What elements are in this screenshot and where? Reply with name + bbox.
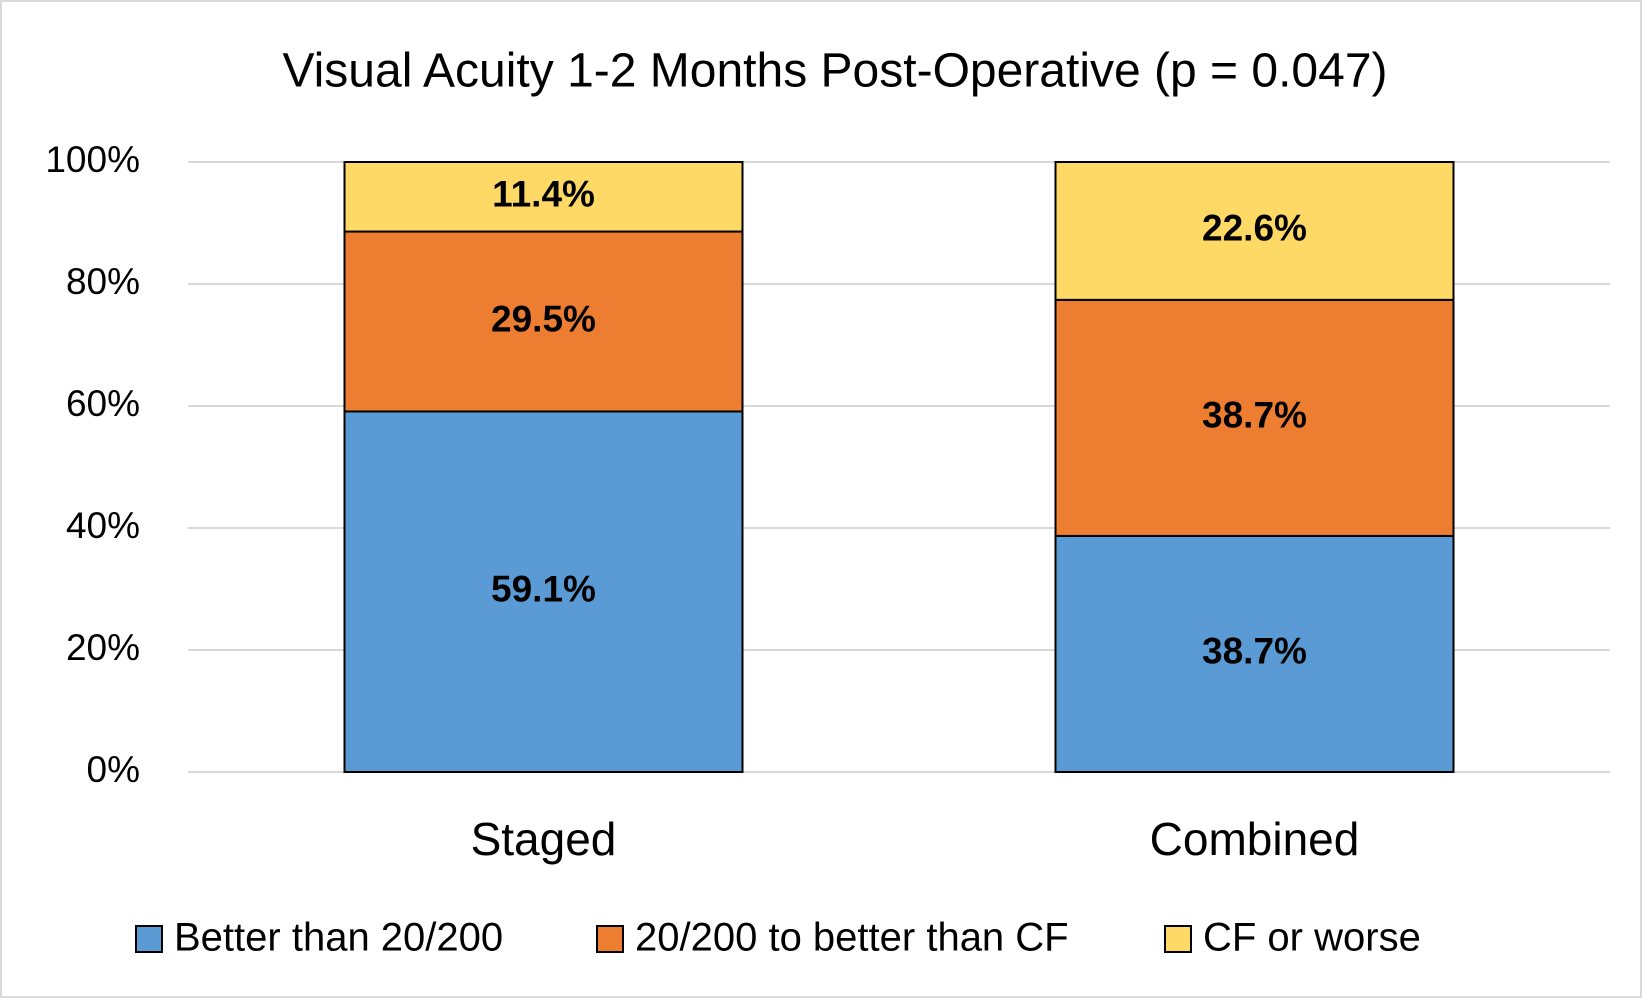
y-tick-label: 0% [87, 749, 140, 790]
bar-segment [1054, 161, 1455, 301]
y-tick-label: 80% [66, 261, 140, 302]
bar-segment [1054, 534, 1455, 773]
bar-segment [343, 410, 744, 773]
legend-swatch [135, 925, 163, 953]
y-tick-label: 60% [66, 383, 140, 424]
chart-title: Visual Acuity 1-2 Months Post-Operative … [282, 45, 1387, 98]
legend-label: 20/200 to better than CF [635, 916, 1069, 960]
y-tick-label: 20% [66, 627, 140, 668]
bar-segment [343, 230, 744, 413]
y-tick-label: 100% [45, 139, 140, 180]
legend-swatch [1164, 925, 1192, 953]
legend-swatch [596, 925, 624, 953]
data-label: 11.4% [492, 174, 595, 215]
legend-label: CF or worse [1203, 916, 1421, 960]
data-label: 38.7% [1202, 631, 1307, 672]
data-label: 38.7% [1202, 395, 1307, 436]
data-label: 22.6% [1202, 208, 1307, 249]
data-label: 59.1% [491, 569, 596, 610]
legend-label: Better than 20/200 [174, 916, 503, 960]
data-label: 29.5% [491, 298, 596, 339]
bar-segment [343, 161, 744, 233]
x-tick-label: Combined [1150, 813, 1360, 865]
x-tick-label: Staged [471, 813, 617, 865]
bar-segment [1054, 298, 1455, 537]
y-tick-label: 40% [66, 505, 140, 546]
